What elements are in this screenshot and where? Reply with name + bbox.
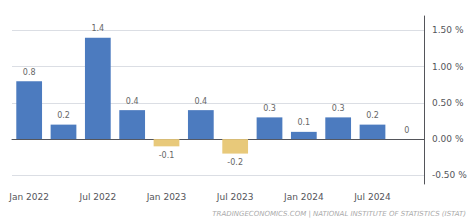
svg-text:0.3: 0.3 (332, 104, 345, 113)
svg-text:0.1: 0.1 (297, 118, 310, 127)
svg-text:Jul 2023: Jul 2023 (216, 192, 254, 202)
svg-text:Jan 2022: Jan 2022 (8, 192, 49, 202)
svg-text:TRADINGECONOMICS.COM | NATIONA: TRADINGECONOMICS.COM | NATIONAL INSTITUT… (212, 210, 466, 218)
svg-text:0.4: 0.4 (126, 97, 139, 106)
svg-text:-0.50 %: -0.50 % (432, 170, 467, 180)
svg-text:0.2: 0.2 (57, 111, 70, 120)
svg-text:Jan 2024: Jan 2024 (283, 192, 324, 202)
svg-text:1.4: 1.4 (91, 24, 104, 33)
svg-text:Jul 2024: Jul 2024 (353, 192, 391, 202)
svg-text:-0.1: -0.1 (159, 151, 175, 160)
svg-text:Jan 2023: Jan 2023 (146, 192, 187, 202)
svg-text:0.8: 0.8 (23, 68, 36, 77)
svg-text:1.00 %: 1.00 % (432, 62, 464, 72)
svg-text:0: 0 (404, 126, 409, 135)
svg-text:0.50 %: 0.50 % (432, 98, 464, 108)
svg-text:Jul 2022: Jul 2022 (79, 192, 117, 202)
svg-text:1.50 %: 1.50 % (432, 25, 464, 35)
svg-text:0.3: 0.3 (263, 104, 276, 113)
svg-text:0.00 %: 0.00 % (432, 134, 464, 144)
svg-text:0.2: 0.2 (366, 111, 379, 120)
svg-text:0.4: 0.4 (194, 97, 207, 106)
svg-text:-0.2: -0.2 (227, 158, 243, 167)
